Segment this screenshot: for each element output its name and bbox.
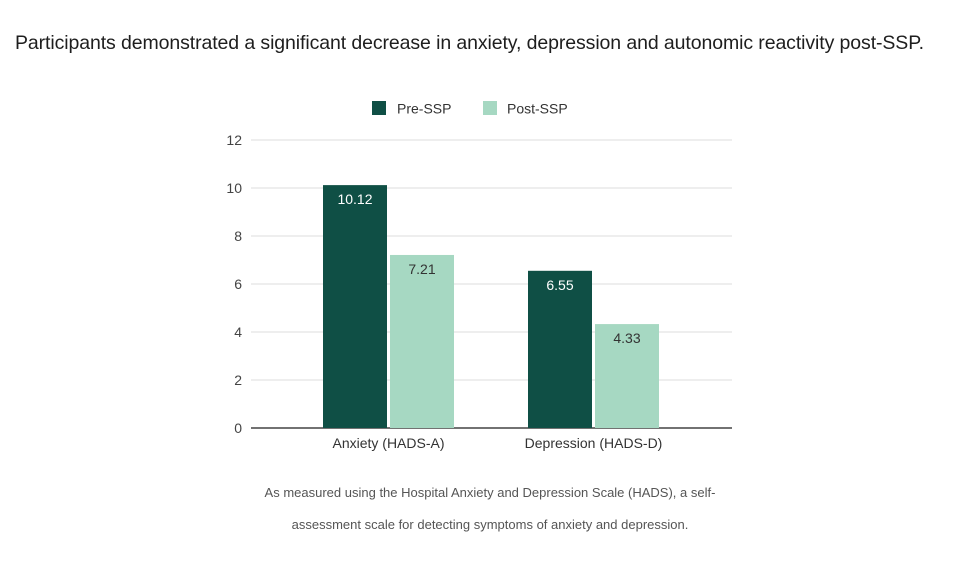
y-tick-label: 4 xyxy=(234,324,242,340)
bar-post-ssp-depression xyxy=(595,324,659,428)
bar-value-label: 4.33 xyxy=(613,330,640,346)
x-axis-ticks: Anxiety (HADS-A) Depression (HADS-D) xyxy=(332,435,662,451)
bar-pre-ssp-anxiety xyxy=(323,185,387,428)
x-tick-label: Depression (HADS-D) xyxy=(525,435,663,451)
legend-label-pre-ssp: Pre-SSP xyxy=(397,101,451,117)
legend-swatch-pre-ssp xyxy=(372,101,386,115)
bar-pre-ssp-depression xyxy=(528,270,592,428)
bar-value-label: 6.55 xyxy=(546,277,573,293)
bar-value-label: 10.12 xyxy=(337,191,372,207)
chart-caption-line-2: assessment scale for detecting symptoms … xyxy=(291,517,689,532)
y-tick-label: 8 xyxy=(234,228,242,244)
legend-swatch-post-ssp xyxy=(483,101,497,115)
x-tick-label: Anxiety (HADS-A) xyxy=(332,435,444,451)
y-tick-label: 6 xyxy=(234,276,242,292)
y-axis-ticks: 0 2 4 6 8 10 12 xyxy=(226,132,242,436)
y-tick-label: 12 xyxy=(226,132,242,148)
page-headline: Participants demonstrated a significant … xyxy=(15,32,924,54)
bar-post-ssp-anxiety xyxy=(390,254,454,428)
y-tick-label: 2 xyxy=(234,372,242,388)
legend-label-post-ssp: Post-SSP xyxy=(507,101,568,117)
y-tick-label: 10 xyxy=(226,180,242,196)
chart-bars xyxy=(323,185,659,428)
chart-caption-line-1: As measured using the Hospital Anxiety a… xyxy=(264,485,716,500)
chart-legend: Pre-SSP Post-SSP xyxy=(372,101,568,117)
bar-data-labels: 10.12 7.21 6.55 4.33 xyxy=(337,191,640,346)
y-tick-label: 0 xyxy=(234,420,242,436)
bar-value-label: 7.21 xyxy=(408,261,435,277)
